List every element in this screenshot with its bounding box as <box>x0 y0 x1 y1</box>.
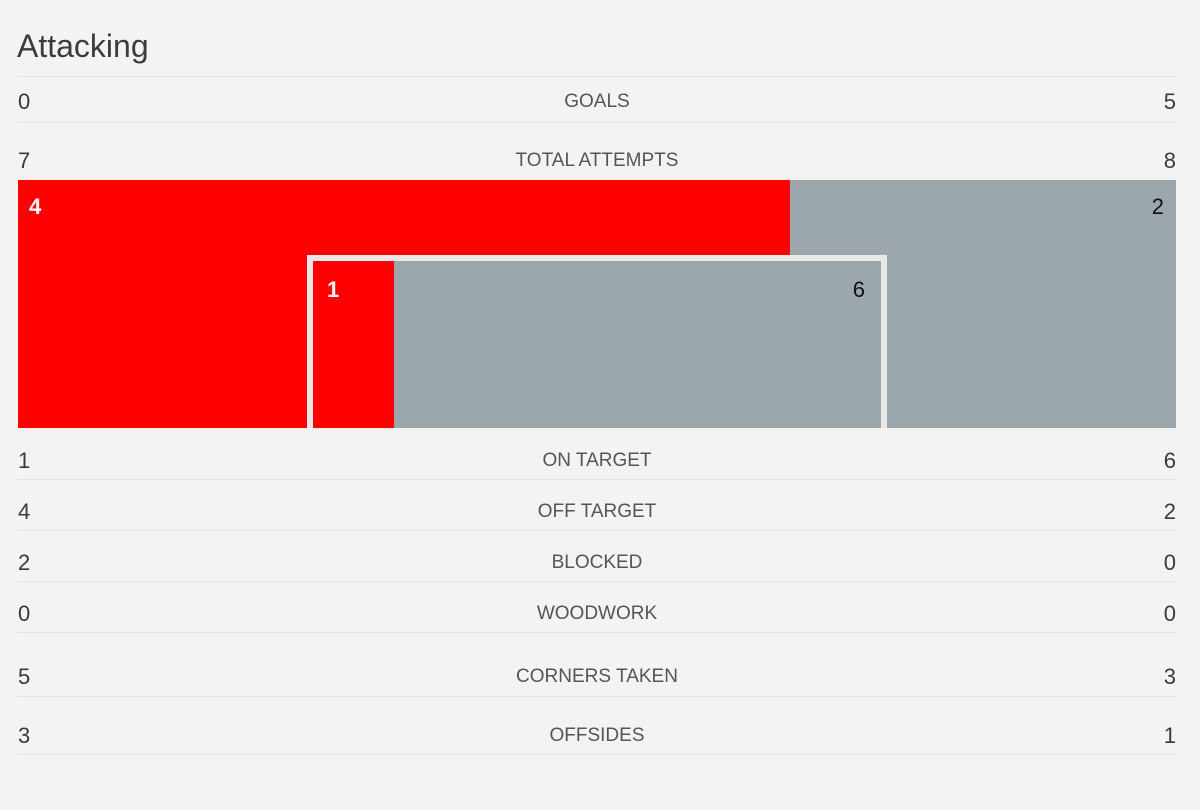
divider <box>18 754 1176 755</box>
stat-label: GOALS <box>564 91 630 112</box>
on-target-away-value: 6 <box>852 277 865 302</box>
stat-row-off-target: 4 OFF TARGET 2 <box>18 497 1176 527</box>
section-title: Attacking <box>17 28 149 64</box>
stat-row-blocked: 2 BLOCKED 0 <box>18 548 1176 578</box>
away-value: 3 <box>1163 664 1176 689</box>
stat-label: WOODWORK <box>536 603 658 624</box>
stat-label: TOTAL ATTEMPTS <box>515 150 679 171</box>
on-target-home-value: 1 <box>327 277 340 302</box>
goal-frame: 1 6 <box>307 255 887 428</box>
away-value: 1 <box>1163 723 1176 748</box>
on-target-home-bar <box>313 261 395 428</box>
divider <box>18 530 1176 531</box>
home-value: 0 <box>18 601 31 626</box>
divider <box>18 696 1176 697</box>
away-value: 0 <box>1163 550 1176 575</box>
stat-label: OFF TARGET <box>537 501 657 522</box>
away-value: 0 <box>1163 601 1176 626</box>
stat-label: OFFSIDES <box>549 725 645 746</box>
home-value: 3 <box>18 723 31 748</box>
away-value: 6 <box>1163 448 1176 473</box>
stat-row-corners-taken: 5 CORNERS TAKEN 3 <box>18 662 1176 692</box>
home-value: 7 <box>18 148 31 173</box>
stat-label: BLOCKED <box>551 552 643 573</box>
away-value: 8 <box>1163 148 1176 173</box>
off-target-away-value: 2 <box>1151 194 1164 219</box>
home-value: 1 <box>18 448 31 473</box>
stat-row-goals: 0 GOALS 5 <box>18 87 1176 117</box>
shot-map: 4 2 1 6 <box>18 180 1176 428</box>
divider <box>18 479 1176 480</box>
away-value: 2 <box>1163 499 1176 524</box>
stat-label: CORNERS TAKEN <box>516 666 678 687</box>
stat-label: ON TARGET <box>542 450 652 471</box>
away-value: 5 <box>1163 89 1176 114</box>
stat-row-offsides: 3 OFFSIDES 1 <box>18 721 1176 751</box>
stat-row-on-target: 1 ON TARGET 6 <box>18 446 1176 476</box>
divider <box>18 581 1176 582</box>
divider <box>18 122 1176 123</box>
home-value: 4 <box>18 499 31 524</box>
home-value: 5 <box>18 664 31 689</box>
stat-row-total-attempts: 7 TOTAL ATTEMPTS 8 <box>18 146 1176 176</box>
home-value: 0 <box>18 89 31 114</box>
stat-row-woodwork: 0 WOODWORK 0 <box>18 599 1176 629</box>
home-value: 2 <box>18 550 31 575</box>
divider <box>18 632 1176 633</box>
divider <box>18 76 1176 77</box>
off-target-home-value: 4 <box>29 194 42 219</box>
